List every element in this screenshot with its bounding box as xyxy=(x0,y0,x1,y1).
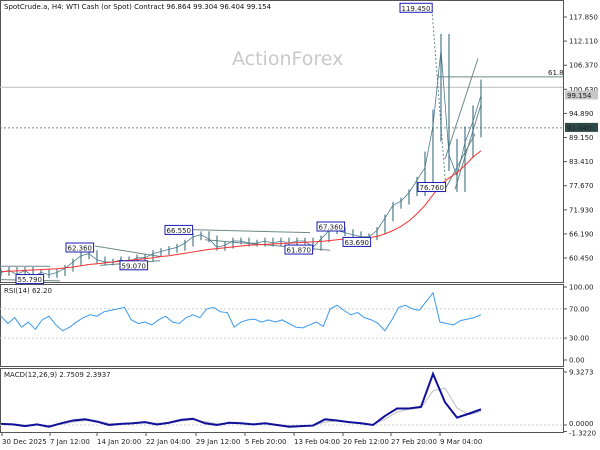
x-tick-label: 7 Jan 12:00 xyxy=(50,438,90,446)
price-line xyxy=(0,49,482,278)
price-annotation: 61.870 xyxy=(287,247,312,255)
macd-title: MACD(12,26,9) 2.7509 2.3937 xyxy=(4,371,111,379)
price-annotation-box xyxy=(342,236,372,247)
y-tick-label: 94.890 xyxy=(569,110,594,118)
trend-line xyxy=(444,58,479,160)
y-tick-label: 66.190 xyxy=(569,230,594,238)
rsi-tick-label: 0.00 xyxy=(569,357,585,365)
price-annotation-box xyxy=(15,274,45,285)
x-tick-label: 5 Feb 20:00 xyxy=(245,438,286,446)
price-annotation: 76.760 xyxy=(420,184,445,192)
price-annotation: 66.550 xyxy=(167,227,192,235)
y-tick-label: 112.110 xyxy=(569,38,598,46)
x-tick-label: 13 Feb 04:00 xyxy=(294,438,340,446)
rsi-tick-label: 30.00 xyxy=(569,335,589,343)
y-tick-label: 100.630 xyxy=(569,86,598,94)
level-tag-label: 91.440 xyxy=(567,124,592,132)
price-annotation-box xyxy=(65,242,95,253)
trend-line xyxy=(189,229,311,234)
price-annotation-box xyxy=(316,221,346,232)
current-price-label: 99.154 xyxy=(567,92,592,100)
watermark: ActionForex xyxy=(232,48,344,70)
macd-panel-frame xyxy=(0,368,564,433)
price-annotation-box xyxy=(417,182,447,193)
price-annotation-box xyxy=(399,2,433,13)
rsi-tick-label: 100.00 xyxy=(569,284,594,292)
main-panel-frame xyxy=(0,0,564,283)
rsi-panel-frame xyxy=(0,284,564,367)
x-tick-label: 14 Jan 20:00 xyxy=(97,438,141,446)
macd-line xyxy=(0,371,482,428)
price-annotation-box xyxy=(284,244,314,255)
price-annotation: 55.790 xyxy=(18,276,43,284)
rsi-line xyxy=(0,291,482,332)
price-annotation: 62.360 xyxy=(68,245,93,253)
level-tag xyxy=(565,122,598,132)
x-tick-label: 22 Jan 04:00 xyxy=(146,438,190,446)
rsi-title: RSI(14) 62.20 xyxy=(4,287,52,295)
trend-line xyxy=(94,245,161,258)
price-annotation: 67.360 xyxy=(319,224,344,232)
macd-tick-label: -1.3220 xyxy=(569,430,596,438)
y-tick-label: 71.930 xyxy=(569,206,594,214)
y-tick-label: 77.670 xyxy=(569,182,594,190)
price-annotation: 59.070 xyxy=(122,262,147,270)
rsi-tick-label: 70.00 xyxy=(569,305,589,313)
x-tick-label: 20 Feb 12:00 xyxy=(343,438,389,446)
current-price-tag xyxy=(565,90,598,100)
x-tick-label: 27 Feb 20:00 xyxy=(391,438,437,446)
x-tick-label: 9 Mar 04:00 xyxy=(440,438,482,446)
macd-tick-label: 9.3273 xyxy=(569,369,594,377)
trend-line xyxy=(431,10,447,190)
y-tick-label: 60.450 xyxy=(569,255,594,263)
y-tick-label: 89.150 xyxy=(569,134,594,142)
x-tick-label: 30 Dec 2025 xyxy=(2,438,47,446)
x-tick-label: 29 Jan 12:00 xyxy=(196,438,240,446)
fib-label: 61.8 xyxy=(548,69,564,77)
macd-tick-label: 0.0000 xyxy=(569,420,594,428)
y-tick-label: 83.410 xyxy=(569,158,594,166)
y-tick-label: 117.850 xyxy=(569,14,598,22)
y-tick-label: 106.370 xyxy=(569,62,598,70)
moving-average-line xyxy=(0,150,482,273)
chart-title: SpotCrude.a, H4: WTI Cash (or Spot) Cont… xyxy=(4,3,272,11)
price-annotation: 119.450 xyxy=(402,5,431,13)
price-annotation-box xyxy=(164,224,194,235)
price-annotation: 63.690 xyxy=(345,239,370,247)
price-annotation-box xyxy=(119,260,149,271)
trend-line xyxy=(454,104,482,190)
